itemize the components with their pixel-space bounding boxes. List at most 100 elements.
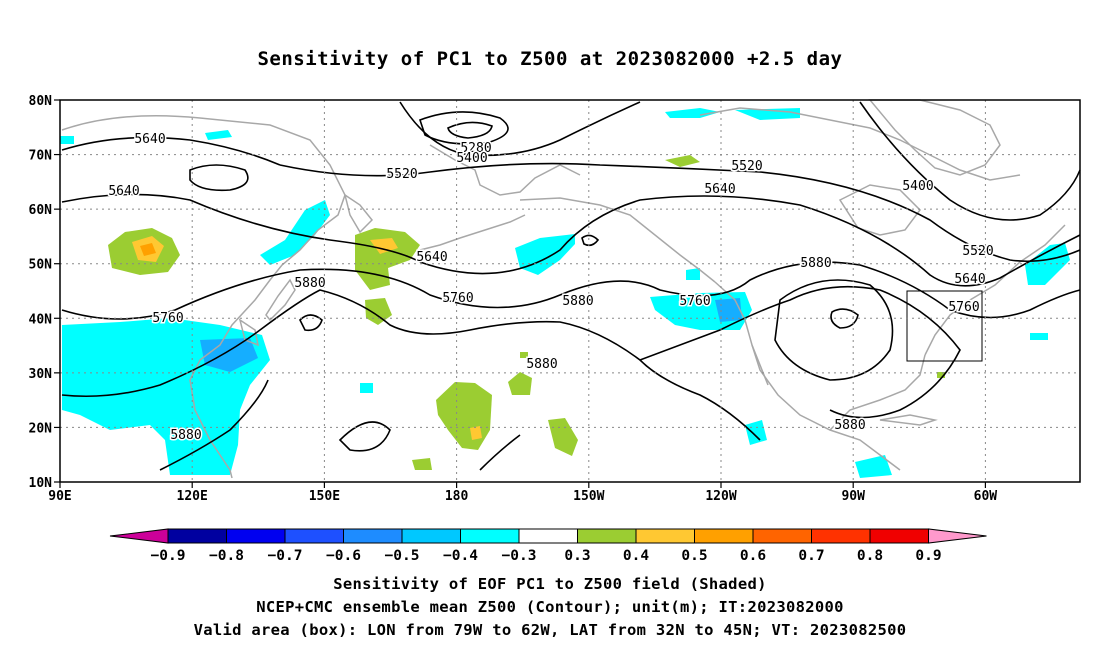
- lon-label: 180: [445, 489, 469, 504]
- shade-gulf-alaska-neg: [515, 234, 575, 275]
- colorbar-tick-label: −0.8: [209, 548, 244, 564]
- contour-5280: [418, 111, 509, 145]
- colorbar-segment: [343, 528, 403, 544]
- contour-label: 5880: [834, 418, 865, 433]
- shade-bering-pos: [665, 155, 700, 167]
- contour-label: 5640: [704, 182, 735, 197]
- contour-label: 5880: [170, 428, 201, 443]
- lon-label: 150W: [573, 489, 604, 504]
- colorbar-low-arrow: [109, 528, 169, 544]
- colorbar-segment: [167, 528, 227, 544]
- contour-label: 5640: [416, 250, 447, 265]
- shade-mexico-neg: [745, 420, 767, 445]
- lat-label: 50N: [29, 258, 53, 273]
- shade-east-asia-neg-core: [200, 338, 258, 372]
- coast-greenland: [868, 99, 1001, 176]
- contour-label: 5400: [456, 151, 487, 166]
- contour-label: 5520: [731, 159, 762, 174]
- contour-5880: [61, 285, 961, 419]
- shade-north-pac-pos: [412, 458, 432, 470]
- colorbar-segment: [460, 528, 520, 544]
- colorbar-tick-label: 0.6: [740, 548, 766, 564]
- coast-japan: [265, 278, 296, 322]
- colorbar-segment: [577, 528, 637, 544]
- contour-label: 5520: [386, 167, 417, 182]
- shade-hawaii-neg: [360, 383, 373, 393]
- caption-valid-area: Valid area (box): LON from 79W to 62W, L…: [193, 621, 907, 639]
- contour-5640-west: [61, 193, 1081, 287]
- colorbar-tick-label: 0.8: [857, 548, 883, 564]
- colorbar-tick-label: 0.7: [798, 548, 824, 564]
- coast-kamchatka: [343, 193, 374, 234]
- shade-kamchatka-pos-05: [370, 238, 398, 254]
- shade-japan-neg: [260, 200, 330, 265]
- colorbar-high-arrow: [928, 528, 987, 544]
- contour-high-small: [830, 308, 859, 329]
- lon-label: 90E: [48, 489, 71, 504]
- lat-label: 20N: [29, 421, 53, 436]
- contour-5880-gulf: [639, 359, 761, 441]
- lat-label: 30N: [29, 367, 53, 382]
- contour-label: 5640: [134, 132, 165, 147]
- lon-label: 120E: [177, 489, 208, 504]
- shade-bering-neg: [205, 130, 232, 140]
- colorbar-tick-label: −0.4: [443, 548, 478, 564]
- contour-5880-pac: [338, 421, 391, 452]
- colorbar-tick-label: −0.3: [502, 548, 537, 564]
- lon-label: 150E: [309, 489, 340, 504]
- coast-east-asia: [61, 115, 346, 479]
- contour-label: 5520: [962, 244, 993, 259]
- shade-northwest-small-neg: [60, 136, 74, 144]
- colorbar-tick-label: −0.7: [268, 548, 303, 564]
- coastlines: [61, 99, 1066, 479]
- contour-label: 5880: [294, 276, 325, 291]
- contour-5400: [399, 101, 641, 157]
- contour-label: 5280: [460, 141, 491, 156]
- contour-label: 5760: [679, 294, 710, 309]
- lat-label: 80N: [29, 94, 53, 109]
- shade-atlantic-neg: [1025, 243, 1070, 285]
- shade-central-pac-pos: [436, 382, 492, 450]
- contour-label: 5880: [800, 256, 831, 271]
- coast-korea: [238, 318, 260, 347]
- map-frame: [59, 99, 1081, 483]
- colorbar-segment: [869, 528, 929, 544]
- colorbar-tick-label: 0.5: [681, 548, 707, 564]
- lat-label: 70N: [29, 149, 53, 164]
- coast-west-na: [714, 281, 901, 471]
- colorbar-tick-label: −0.5: [385, 548, 420, 564]
- colorbar-tick-label: 0.4: [623, 548, 649, 564]
- shade-central-pac-pos-05: [470, 426, 482, 440]
- coast-aleutians: [419, 214, 526, 251]
- contour-label: 5640: [954, 272, 985, 287]
- caption-shading: Sensitivity of EOF PC1 to Z500 field (Sh…: [333, 575, 767, 593]
- lat-label: 40N: [29, 312, 53, 327]
- coast-cuba: [879, 414, 938, 426]
- lon-label: 120W: [705, 489, 736, 504]
- contour-5880-high-atl: [774, 279, 894, 381]
- contour-5280-inner: [447, 121, 493, 139]
- coast-baja: [751, 344, 769, 386]
- colorbar-segment: [752, 528, 812, 544]
- contour-label: 5640: [108, 184, 139, 199]
- colorbar: −0.9 −0.8 −0.7 −0.6 −0.5 −0.4 −0.3 0.3 0.4 0.5 0.6…: [109, 528, 987, 564]
- shade-nw-atlantic-neg-core: [715, 298, 742, 322]
- colorbar-tick-label: −0.6: [326, 548, 361, 564]
- colorbar-segment: [811, 528, 871, 544]
- coast-gulf-mexico: [829, 354, 926, 431]
- coast-bering-strait: [429, 144, 581, 196]
- contour-5520: [279, 162, 1081, 263]
- contour-aleutian: [581, 234, 600, 247]
- contour-label: 5880: [562, 294, 593, 309]
- coast-alaska: [519, 197, 716, 283]
- caption-contour: NCEP+CMC ensemble mean Z500 (Contour); u…: [256, 598, 844, 616]
- colorbar-segment: [226, 528, 286, 544]
- contour-5880-subtrop: [479, 434, 521, 471]
- contour-low-siberia: [189, 164, 249, 192]
- shade-natl-small-neg: [1030, 333, 1048, 340]
- contour-label: 5880: [526, 357, 557, 372]
- contour-label: 5400: [902, 179, 933, 194]
- colorbar-tick-label: −0.9: [151, 548, 186, 564]
